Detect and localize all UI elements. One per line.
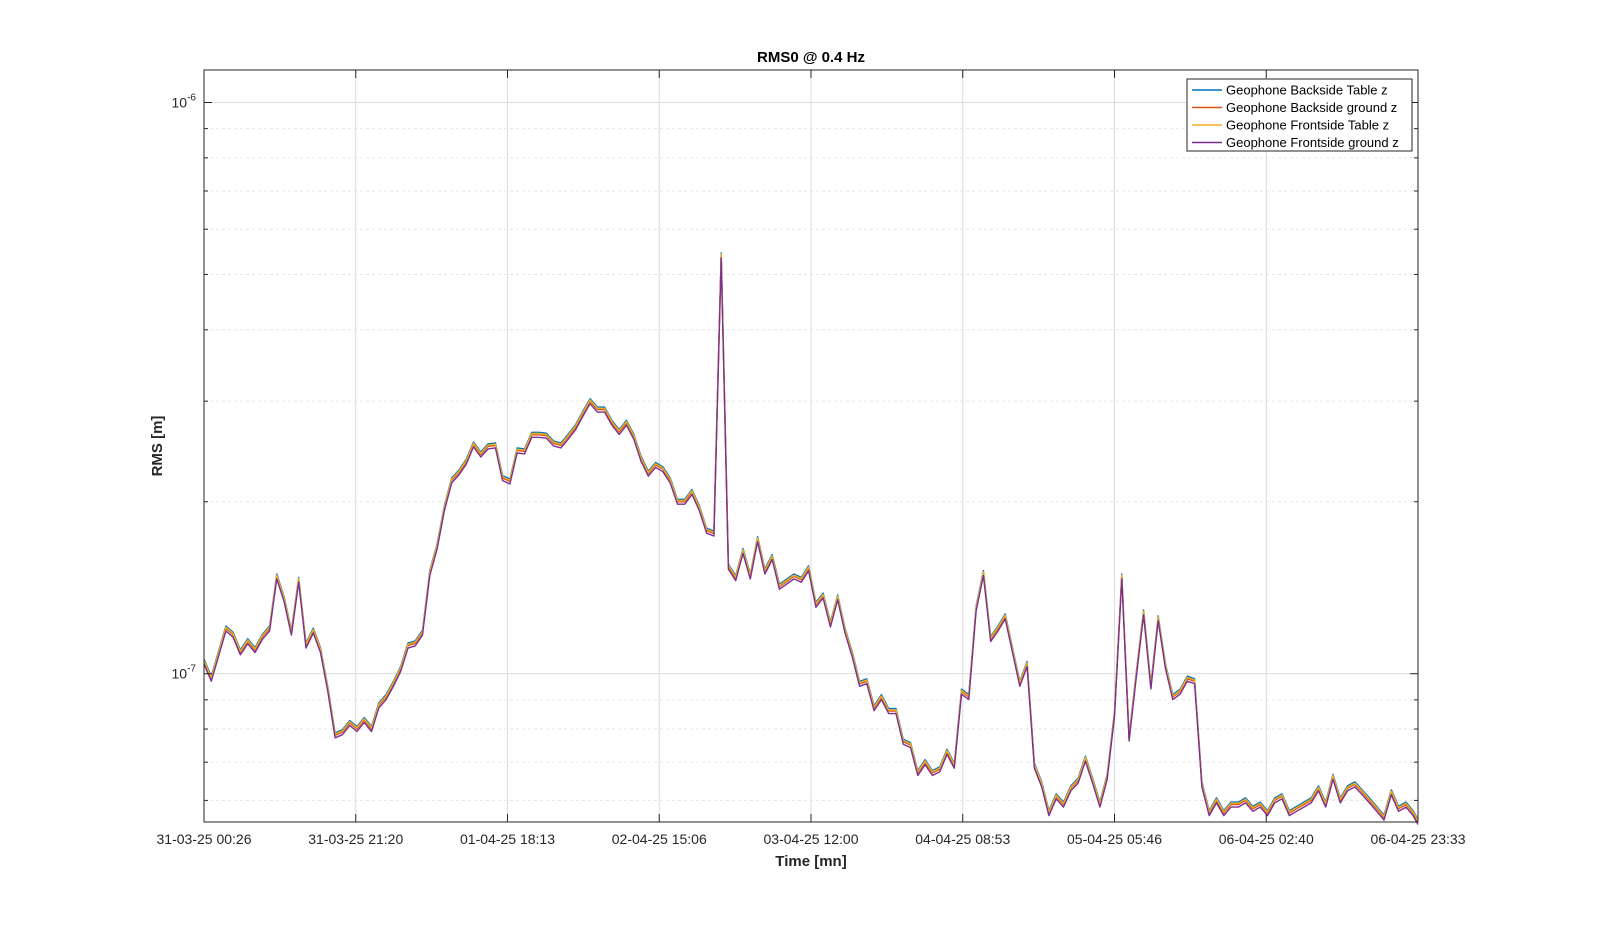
x-tick-label: 03-04-25 12:00 xyxy=(764,831,859,847)
x-tick-label: 05-04-25 05:46 xyxy=(1067,831,1162,847)
x-tick-label: 01-04-25 18:13 xyxy=(460,831,555,847)
chart-title: RMS0 @ 0.4 Hz xyxy=(757,49,865,66)
grid xyxy=(204,70,1418,822)
y-tick-label: 10-6 xyxy=(172,93,197,111)
x-tick-label: 31-03-25 00:26 xyxy=(157,831,252,847)
axis-ticks xyxy=(203,70,1419,822)
series-line-4 xyxy=(203,257,1419,825)
legend-label: Geophone Backside ground z xyxy=(1226,100,1397,115)
x-tick-label: 06-04-25 23:33 xyxy=(1371,831,1466,847)
x-tick-label: 31-03-25 21:20 xyxy=(308,831,403,847)
y-tick-labels: 10-7 10-6 xyxy=(172,93,197,682)
legend-label: Geophone Backside Table z xyxy=(1226,83,1388,98)
series-lines xyxy=(203,252,1419,825)
legend: Geophone Backside Table z Geophone Backsi… xyxy=(1186,78,1413,152)
x-tick-label: 06-04-25 02:40 xyxy=(1219,831,1314,847)
x-tick-label: 04-04-25 08:53 xyxy=(915,831,1010,847)
y-tick-label: 10-7 xyxy=(172,664,197,682)
x-axis-title: Time [mn] xyxy=(775,853,846,870)
y-axis-title: RMS [m] xyxy=(149,416,166,477)
legend-label: Geophone Frontside ground z xyxy=(1226,135,1399,150)
legend-box xyxy=(1186,78,1413,152)
x-tick-labels: 31-03-25 00:26 31-03-25 21:20 01-04-25 18:… xyxy=(157,831,1466,847)
x-tick-label: 02-04-25 15:06 xyxy=(612,831,707,847)
series-line-3 xyxy=(203,253,1419,822)
legend-label: Geophone Frontside Table z xyxy=(1226,118,1389,133)
